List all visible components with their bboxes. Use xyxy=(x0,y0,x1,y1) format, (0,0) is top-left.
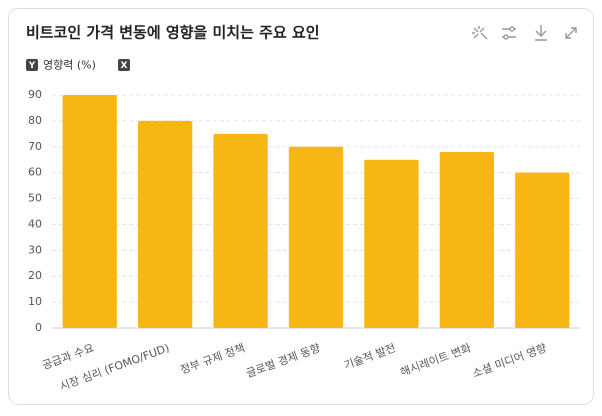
bar xyxy=(213,133,268,328)
y-tick-label: 30 xyxy=(28,243,42,256)
download-icon[interactable] xyxy=(535,25,547,41)
bar xyxy=(62,95,117,328)
y-tick-label: 80 xyxy=(28,114,42,127)
y-tick-label: 40 xyxy=(28,217,42,230)
y-tick-label: 90 xyxy=(28,88,42,101)
badge-bg xyxy=(26,59,38,71)
toolbar xyxy=(472,25,577,41)
y-tick-label: 50 xyxy=(28,192,42,205)
y-badge: Y xyxy=(28,61,36,71)
chart-title: 비트코인 가격 변동에 영향을 미치는 주요 요인 xyxy=(26,24,320,42)
bar xyxy=(439,151,495,328)
fullscreen-icon[interactable] xyxy=(565,27,577,39)
x-badge: X xyxy=(121,61,128,71)
select-icon[interactable] xyxy=(472,26,488,40)
y-tick-label: 20 xyxy=(28,269,42,282)
y-tick-label: 70 xyxy=(28,140,42,153)
y-tick-label: 10 xyxy=(28,295,42,308)
badge-bg xyxy=(118,59,130,71)
bar xyxy=(364,159,419,328)
settings-icon[interactable] xyxy=(502,26,516,40)
bar xyxy=(288,146,344,328)
y-tick-label: 0 xyxy=(35,321,42,334)
y-axis-label: 영향력 (%) xyxy=(43,59,96,72)
bar xyxy=(137,120,193,328)
bar xyxy=(515,172,570,328)
y-tick-label: 60 xyxy=(28,166,42,179)
